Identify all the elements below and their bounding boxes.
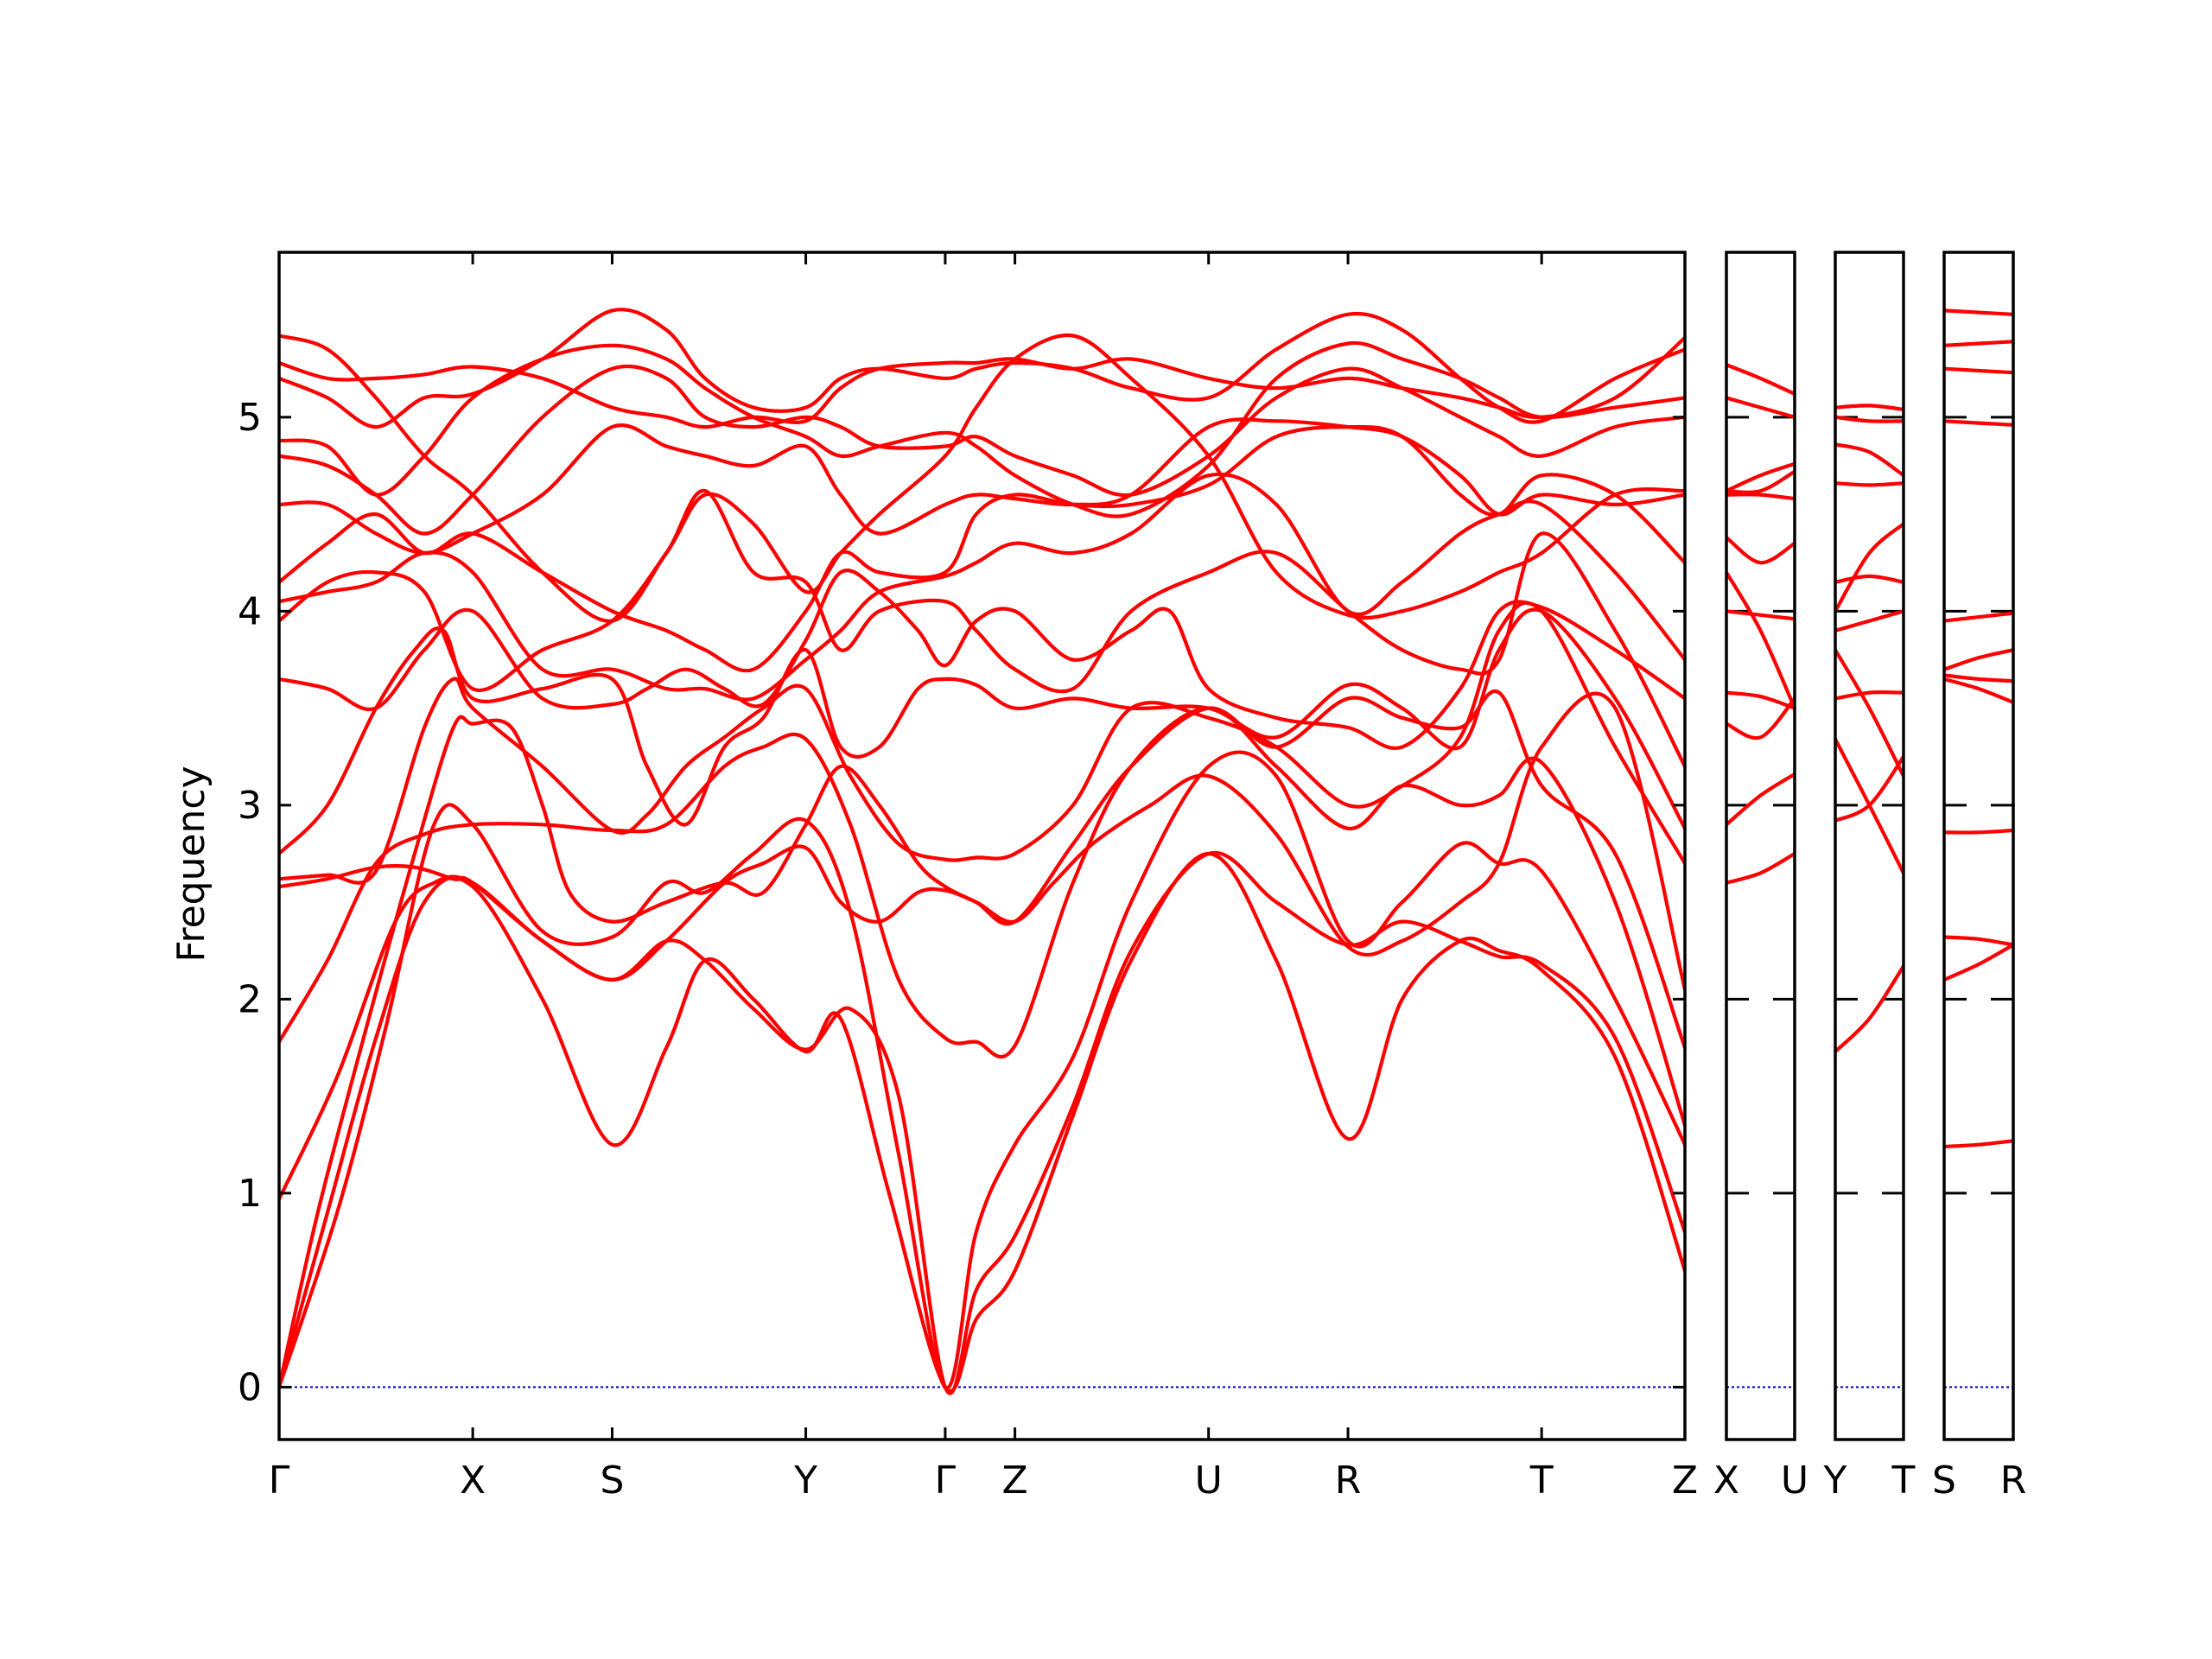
panel-frame bbox=[277, 251, 1687, 1441]
band-11 bbox=[279, 472, 1685, 702]
band-8 bbox=[279, 607, 1685, 856]
band-17 bbox=[279, 335, 1685, 429]
band-1 bbox=[279, 851, 1685, 1393]
x-tick-label: Γ bbox=[935, 1459, 957, 1503]
x-tick-label: R bbox=[2000, 1459, 2027, 1503]
band-8 bbox=[1726, 493, 1795, 501]
band-16 bbox=[279, 308, 1685, 429]
band-6 bbox=[1835, 609, 1904, 632]
panel-frame bbox=[1942, 251, 2015, 1441]
y-tick-label: 2 bbox=[238, 977, 262, 1021]
band-1 bbox=[1726, 851, 1795, 885]
band-8 bbox=[1835, 574, 1904, 584]
y-tick-label: 0 bbox=[238, 1365, 262, 1409]
y-tick-label: 5 bbox=[238, 396, 262, 440]
band-7 bbox=[279, 601, 1685, 885]
y-axis-label: Frequency bbox=[169, 766, 213, 962]
band-4 bbox=[279, 706, 1685, 1128]
band-12 bbox=[1944, 308, 2013, 316]
panel-frame bbox=[1725, 251, 1796, 1441]
band-9 bbox=[1944, 419, 2013, 427]
band-2 bbox=[1944, 943, 2013, 982]
band-10 bbox=[1726, 469, 1795, 494]
panel-1: Γ X S Y Γ Z U R T Z 0 1 2 3 4 5 bbox=[238, 251, 1698, 1503]
band-7 bbox=[1944, 648, 2013, 671]
x-tick-label: R bbox=[1335, 1459, 1362, 1503]
x-tick-label: X bbox=[1713, 1459, 1739, 1503]
band-10 bbox=[1944, 366, 2013, 375]
band-11 bbox=[1726, 396, 1795, 419]
band-4 bbox=[1726, 690, 1795, 710]
band-3 bbox=[1944, 935, 2013, 947]
band-14 bbox=[279, 364, 1685, 536]
band-11 bbox=[1944, 340, 2013, 347]
x-tick-label: Y bbox=[1823, 1459, 1847, 1503]
band-3 bbox=[1835, 737, 1904, 875]
band-9 bbox=[1835, 481, 1904, 487]
band-5 bbox=[1944, 677, 2013, 704]
x-tick-label: Y bbox=[793, 1459, 817, 1503]
band-3 bbox=[1726, 696, 1795, 741]
band-12 bbox=[1726, 363, 1795, 396]
band-7 bbox=[1835, 522, 1904, 613]
band-9 bbox=[1726, 461, 1795, 493]
x-tick-label: U bbox=[1781, 1459, 1808, 1503]
band-6 bbox=[1944, 673, 2013, 683]
band-18 bbox=[279, 333, 1685, 623]
y-tick-label: 1 bbox=[238, 1172, 262, 1216]
band-3 bbox=[279, 750, 1685, 1390]
band-1 bbox=[1835, 964, 1904, 1054]
band-7 bbox=[1726, 535, 1795, 565]
x-tick-label: Z bbox=[1002, 1459, 1028, 1503]
band-12 bbox=[279, 424, 1685, 673]
band-10 bbox=[279, 488, 1685, 769]
band-10 bbox=[1835, 442, 1904, 478]
band-8 bbox=[1944, 611, 2013, 623]
panel-frame bbox=[1834, 251, 1905, 1441]
x-tick-label: U bbox=[1195, 1459, 1223, 1503]
x-tick-label: T bbox=[1891, 1459, 1916, 1503]
band-12 bbox=[1835, 404, 1904, 411]
band-13 bbox=[279, 417, 1685, 556]
x-tick-label: S bbox=[600, 1459, 624, 1503]
band-4 bbox=[1944, 828, 2013, 835]
x-tick-label: Γ bbox=[269, 1459, 290, 1503]
y-tick-label: 4 bbox=[238, 589, 262, 633]
band-11 bbox=[1835, 415, 1904, 423]
band-9 bbox=[279, 569, 1685, 750]
band-5 bbox=[1835, 648, 1904, 779]
x-tick-label: X bbox=[460, 1459, 486, 1503]
band-2 bbox=[1726, 772, 1795, 827]
band-5 bbox=[1726, 609, 1795, 621]
x-tick-label: Z bbox=[1672, 1459, 1698, 1503]
band-4 bbox=[1835, 690, 1904, 701]
band-6 bbox=[279, 689, 1685, 1389]
band-1 bbox=[1944, 1139, 2013, 1149]
x-tick-label: S bbox=[1932, 1459, 1956, 1503]
band-6 bbox=[1726, 570, 1795, 710]
x-tick-label: T bbox=[1529, 1459, 1554, 1503]
band-2 bbox=[1835, 754, 1904, 823]
y-tick-label: 3 bbox=[238, 784, 262, 828]
